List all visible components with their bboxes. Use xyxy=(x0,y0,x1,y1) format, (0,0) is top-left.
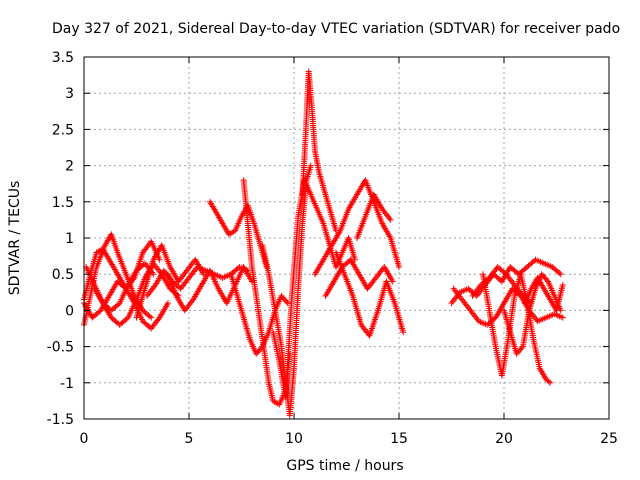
data-point-marker xyxy=(280,295,287,302)
data-point-marker xyxy=(387,216,394,223)
series-trace-16 xyxy=(333,249,407,339)
data-point-marker xyxy=(556,269,563,276)
series-trace-14 xyxy=(299,68,339,234)
data-point-marker xyxy=(256,346,263,353)
data-point-marker xyxy=(253,350,260,357)
data-point-marker xyxy=(396,263,402,270)
data-point-marker xyxy=(484,276,491,283)
data-point-marker xyxy=(146,313,153,320)
x-axis: 0 5 10 15 20 25 xyxy=(80,57,618,447)
series-trace-06 xyxy=(133,242,207,321)
x-tick-label: 25 xyxy=(600,431,618,447)
x-tick-label: 10 xyxy=(285,431,303,447)
data-point-marker xyxy=(542,275,549,282)
y-tick-label: 3.5 xyxy=(52,50,74,66)
data-point-marker xyxy=(156,256,163,263)
data-point-marker xyxy=(559,314,566,321)
data-points xyxy=(81,68,566,419)
data-point-marker xyxy=(255,347,262,354)
y-tick-label: -1 xyxy=(60,376,74,392)
data-point-marker xyxy=(540,272,547,279)
data-point-marker xyxy=(283,298,290,305)
data-point-marker xyxy=(115,301,122,308)
y-tick-label: 0 xyxy=(65,303,74,319)
data-point-marker xyxy=(389,278,396,285)
data-point-marker xyxy=(284,300,291,307)
data-point-marker xyxy=(254,349,261,356)
x-tick-label: 15 xyxy=(390,431,408,447)
data-point-marker xyxy=(541,274,548,281)
data-point-marker xyxy=(559,282,566,289)
chart-title: Day 327 of 2021, Sidereal Day-to-day VTE… xyxy=(52,21,620,37)
data-point-marker xyxy=(307,162,314,169)
data-point-marker xyxy=(516,347,523,354)
data-point-marker xyxy=(518,345,525,352)
series-trace-08 xyxy=(165,263,255,314)
data-point-marker xyxy=(282,297,289,304)
data-point-marker xyxy=(501,269,508,276)
data-point-marker xyxy=(545,378,552,385)
data-point-marker xyxy=(514,349,521,356)
data-point-marker xyxy=(258,345,265,352)
y-tick-label: 1.5 xyxy=(52,195,74,211)
data-point-marker xyxy=(513,350,520,357)
data-point-marker xyxy=(517,346,524,353)
data-point-marker xyxy=(547,379,554,386)
data-point-marker xyxy=(543,276,550,283)
data-point-marker xyxy=(526,298,533,305)
y-axis-label: SDTVAR / TECUs xyxy=(7,181,23,296)
series-trace-18 xyxy=(354,191,394,241)
y-tick-label: 1 xyxy=(65,231,74,247)
y-tick-label: 3 xyxy=(65,86,74,102)
data-point-marker xyxy=(278,292,285,299)
y-tick-label: 0.5 xyxy=(52,267,74,283)
series-trace-24 xyxy=(469,263,535,307)
data-point-marker xyxy=(400,329,407,336)
data-point-marker xyxy=(148,314,155,321)
data-point-marker xyxy=(165,300,171,307)
x-tick-label: 5 xyxy=(185,431,194,447)
series-trace-21 xyxy=(480,271,554,386)
series-trace-17 xyxy=(322,256,396,299)
y-tick-label: -0.5 xyxy=(47,340,74,356)
y-tick-label: 2 xyxy=(65,159,74,175)
y-axis: -1.5 -1 -0.5 0 0.5 1 1.5 2 2.5 3 3.5 xyxy=(47,50,609,428)
y-tick-label: -1.5 xyxy=(47,412,74,428)
data-point-marker xyxy=(557,271,564,278)
y-tick-label: 2.5 xyxy=(52,122,74,138)
data-point-marker xyxy=(279,294,286,301)
data-point-marker xyxy=(528,300,535,307)
x-tick-label: 20 xyxy=(495,431,513,447)
data-point-marker xyxy=(123,315,130,322)
x-axis-label: GPS time / hours xyxy=(286,458,403,474)
data-point-marker xyxy=(538,271,545,278)
x-tick-label: 0 xyxy=(80,431,89,447)
